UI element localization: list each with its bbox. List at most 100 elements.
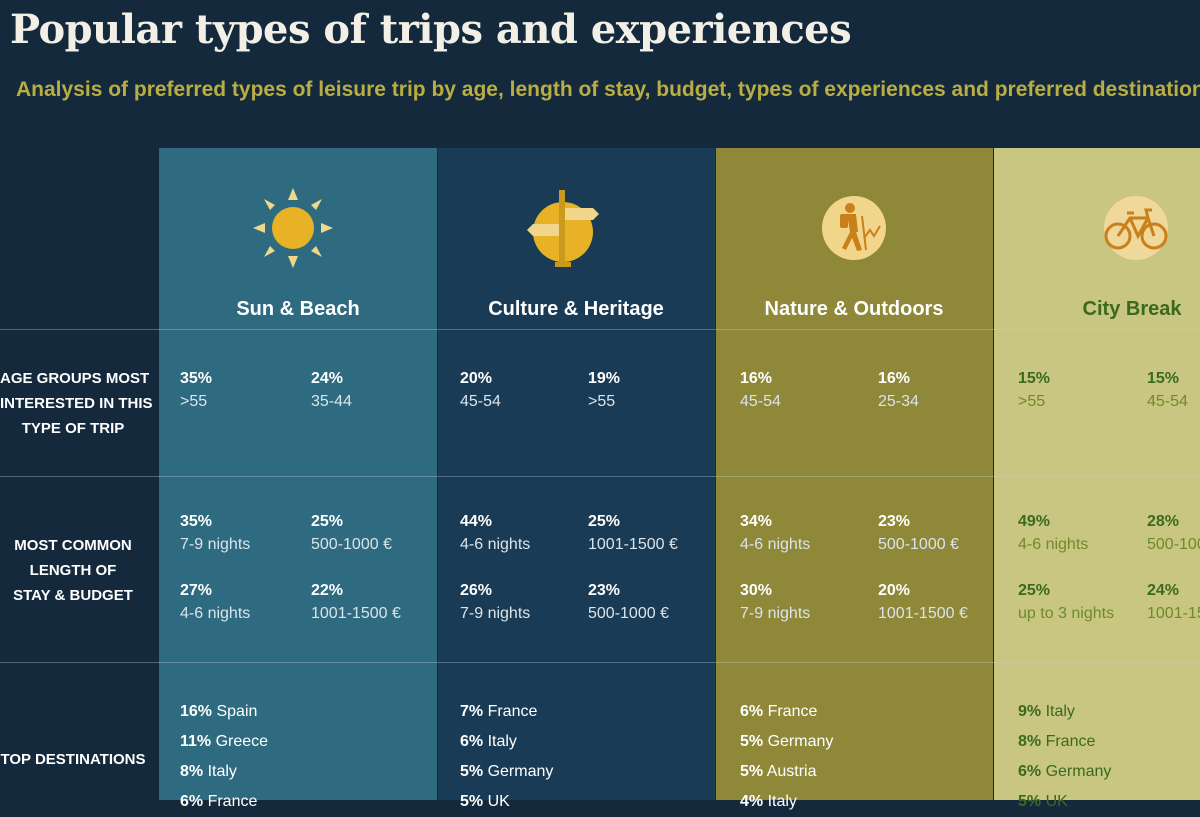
- stay-stat: 44% 4-6 nights: [460, 510, 590, 556]
- stat-percent: 16%: [878, 370, 911, 387]
- destination-country: Italy: [487, 733, 517, 750]
- destination-country: France: [487, 703, 538, 720]
- destination-country: Spain: [216, 703, 258, 720]
- row-divider: [0, 476, 1200, 477]
- destination-list: 16% Spain 11% Greece 8% Italy 6% France: [180, 697, 268, 817]
- destination-percent: 8%: [180, 763, 204, 780]
- row-label-line: MOST COMMON: [14, 537, 132, 554]
- sun-icon: [253, 188, 333, 268]
- destination-item: 6% Italy: [460, 727, 553, 757]
- column-title: Sun & Beach: [236, 298, 360, 320]
- stat-percent: 35%: [180, 513, 213, 530]
- destination-list: 7% France 6% Italy 5% Germany 5% UK: [460, 697, 553, 817]
- stat-label: 7-9 nights: [460, 605, 531, 622]
- budget-stat: 25% 500-1000 €: [311, 510, 441, 556]
- stat-label: 4-6 nights: [1018, 536, 1089, 553]
- bicycle-icon: [1104, 196, 1168, 260]
- destination-percent: 5%: [460, 793, 484, 810]
- destination-item: 6% France: [740, 697, 833, 727]
- destination-percent: 8%: [1018, 733, 1042, 750]
- page-title: Popular types of trips and experiences: [10, 6, 852, 53]
- stay-stat: 26% 7-9 nights: [460, 579, 590, 625]
- destination-item: 11% Greece: [180, 727, 268, 757]
- stat-label: up to 3 nights: [1018, 605, 1115, 622]
- stat-percent: 25%: [588, 513, 621, 530]
- stat-label: >55: [1018, 393, 1046, 410]
- destination-item: 16% Spain: [180, 697, 268, 727]
- stat-percent: 23%: [588, 582, 621, 599]
- destination-item: 5% UK: [460, 787, 553, 817]
- signpost-icon: [527, 190, 599, 267]
- stat-percent: 23%: [878, 513, 911, 530]
- destination-country: UK: [1045, 793, 1068, 810]
- row-label-line: INTERESTED IN THIS: [0, 395, 153, 412]
- stat-label: 1001-1500 €: [311, 605, 401, 622]
- column-title: Culture & Heritage: [488, 298, 664, 320]
- stat-label: >55: [180, 393, 208, 410]
- column-title: City Break: [1082, 298, 1182, 320]
- destination-country: Germany: [767, 733, 834, 750]
- stat-label: 45-54: [1147, 393, 1188, 410]
- destination-item: 9% Italy: [1018, 697, 1111, 727]
- row-label-stay-budget: MOST COMMON LENGTH OF STAY & BUDGET: [0, 533, 146, 608]
- stat-percent: 30%: [740, 582, 773, 599]
- budget-stat: 22% 1001-1500 €: [311, 579, 441, 625]
- stat-percent: 27%: [180, 582, 213, 599]
- age-stat: 15% 45-54: [1147, 367, 1200, 413]
- stat-percent: 16%: [740, 370, 773, 387]
- stat-percent: 35%: [180, 370, 213, 387]
- stat-label: 500-1000 €: [311, 536, 392, 553]
- budget-stat: 20% 1001-1500 €: [878, 579, 1008, 625]
- stat-label: >55: [588, 393, 616, 410]
- destination-country: UK: [487, 793, 510, 810]
- destination-percent: 6%: [180, 793, 204, 810]
- destination-country: Italy: [1045, 703, 1075, 720]
- destination-percent: 5%: [460, 763, 484, 780]
- column-title: Nature & Outdoors: [764, 298, 944, 320]
- destination-country: Greece: [215, 733, 269, 750]
- stat-label: 25-34: [878, 393, 919, 410]
- destination-item: 7% France: [460, 697, 553, 727]
- stat-percent: 25%: [1018, 582, 1051, 599]
- age-stat: 19% >55: [588, 367, 718, 413]
- stat-percent: 20%: [460, 370, 493, 387]
- stat-label: 45-54: [740, 393, 781, 410]
- stay-stat: 49% 4-6 nights: [1018, 510, 1148, 556]
- age-stat: 20% 45-54: [460, 367, 590, 413]
- destination-list: 9% Italy 8% France 6% Germany 5% UK: [1018, 697, 1111, 817]
- destination-item: 8% France: [1018, 727, 1111, 757]
- stat-percent: 15%: [1018, 370, 1051, 387]
- stat-percent: 19%: [588, 370, 621, 387]
- stat-percent: 34%: [740, 513, 773, 530]
- destination-country: France: [207, 793, 258, 810]
- destination-percent: 5%: [740, 763, 764, 780]
- row-label-line: STAY & BUDGET: [13, 587, 133, 604]
- destination-country: France: [1045, 733, 1096, 750]
- destination-country: Italy: [767, 793, 797, 810]
- age-stat: 15% >55: [1018, 367, 1148, 413]
- destination-item: 8% Italy: [180, 757, 268, 787]
- destination-item: 5% Germany: [740, 727, 833, 757]
- destination-country: Italy: [207, 763, 237, 780]
- stat-percent: 15%: [1147, 370, 1180, 387]
- row-label-line: LENGTH OF: [29, 562, 117, 579]
- destination-country: Germany: [1045, 763, 1112, 780]
- destination-country: Germany: [487, 763, 554, 780]
- destination-percent: 7%: [460, 703, 484, 720]
- row-label-age-groups: AGE GROUPS MOST INTERESTED IN THIS TYPE …: [0, 366, 153, 441]
- column-city-break: [994, 148, 1200, 800]
- destination-country: Austria: [766, 763, 817, 780]
- destination-percent: 11%: [180, 733, 212, 750]
- stat-percent: 20%: [878, 582, 911, 599]
- row-label-line: TOP DESTINATIONS: [0, 751, 146, 768]
- stat-label: 500-1000 €: [878, 536, 959, 553]
- stat-label: 4-6 nights: [460, 536, 531, 553]
- stay-stat: 34% 4-6 nights: [740, 510, 870, 556]
- stat-label: 7-9 nights: [740, 605, 811, 622]
- budget-stat: 25% 1001-1500 €: [588, 510, 718, 556]
- budget-stat: 23% 500-1000 €: [588, 579, 718, 625]
- age-stat: 35% >55: [180, 367, 310, 413]
- stat-percent: 26%: [460, 582, 493, 599]
- stat-percent: 25%: [311, 513, 344, 530]
- age-stat: 16% 45-54: [740, 367, 870, 413]
